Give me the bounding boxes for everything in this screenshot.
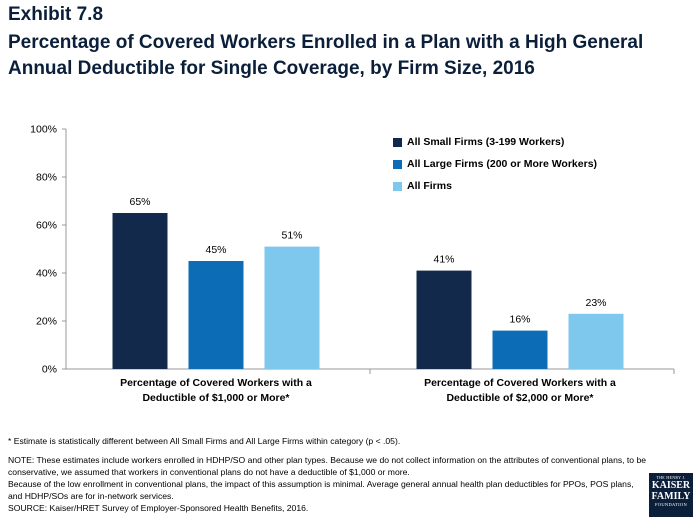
kaiser-family-foundation-logo: THE HENRY J. KAISER FAMILY FOUNDATION xyxy=(649,473,693,517)
data-label: 41% xyxy=(433,254,454,266)
legend-swatch xyxy=(393,181,402,191)
y-tick-label: 20% xyxy=(36,316,57,328)
bar xyxy=(188,261,244,369)
legend-item-small-firms: All Small Firms (3-199 Workers) xyxy=(393,131,597,153)
chart-title: Percentage of Covered Workers Enrolled i… xyxy=(8,32,644,79)
data-label: 23% xyxy=(585,297,606,309)
x-category-label: Deductible of $1,000 or More* xyxy=(142,392,290,404)
legend-item-large-firms: All Large Firms (200 or More Workers) xyxy=(393,153,597,175)
legend-swatch xyxy=(393,159,402,169)
bar xyxy=(492,330,548,369)
logo-top-text: THE HENRY J. xyxy=(656,475,686,480)
bar-chart: 0% 20% 40% 60% 80% 100% 65% 45% 51% Percentage of… xyxy=(30,124,675,404)
data-label: 16% xyxy=(509,314,530,326)
data-label: 45% xyxy=(205,244,226,256)
legend: All Small Firms (3-199 Workers) All Larg… xyxy=(393,131,597,197)
y-tick-label: 40% xyxy=(36,268,57,280)
x-category-label: Percentage of Covered Workers with a xyxy=(120,377,312,389)
logo-bottom-text: FOUNDATION xyxy=(655,502,687,507)
note-text-continued: Because of the low enrollment in convent… xyxy=(8,479,634,501)
logo-line-2: FAMILY xyxy=(651,491,691,502)
x-category-label: Deductible of $2,000 or More* xyxy=(446,392,594,404)
exhibit-label: Exhibit 7.8 xyxy=(8,4,104,25)
logo-line-1: KAISER xyxy=(651,480,691,491)
legend-label: All Large Firms (200 or More Workers) xyxy=(407,158,598,170)
y-tick-label: 0% xyxy=(42,364,57,376)
footnotes: * Estimate is statistically different be… xyxy=(8,435,648,514)
legend-label: All Firms xyxy=(407,180,452,192)
source-text: SOURCE: Kaiser/HRET Survey of Employer-S… xyxy=(8,503,309,513)
bar xyxy=(568,313,624,369)
data-label: 65% xyxy=(129,196,150,208)
x-category-label: Percentage of Covered Workers with a xyxy=(424,377,616,389)
bar xyxy=(112,213,168,369)
y-tick-label: 80% xyxy=(36,172,57,184)
data-label: 51% xyxy=(281,230,302,242)
note-text: NOTE: These estimates include workers en… xyxy=(8,455,647,477)
legend-item-all-firms: All Firms xyxy=(393,175,597,197)
y-tick-label: 60% xyxy=(36,220,57,232)
legend-swatch xyxy=(393,137,402,147)
bar xyxy=(264,246,320,369)
legend-label: All Small Firms (3-199 Workers) xyxy=(407,136,565,148)
bar xyxy=(416,270,472,369)
y-tick-label: 100% xyxy=(30,124,57,136)
asterisk-note: * Estimate is statistically different be… xyxy=(8,436,401,446)
